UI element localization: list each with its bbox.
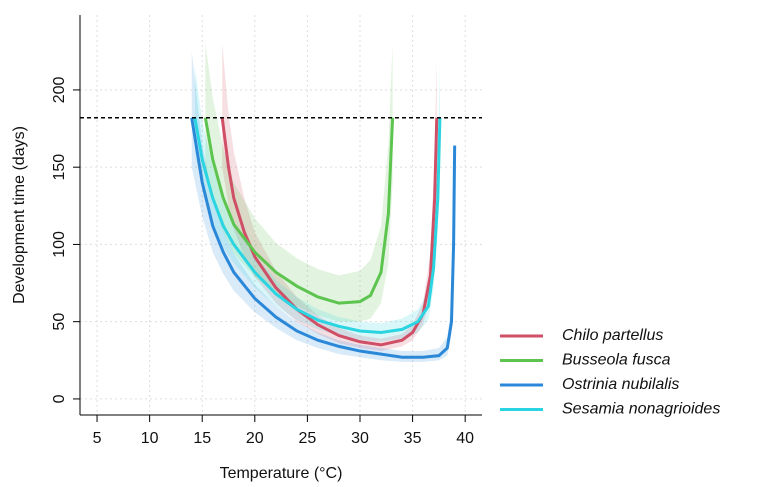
- y-tick-label: 150: [51, 154, 68, 181]
- x-axis-label: Temperature (°C): [220, 465, 343, 482]
- x-tick-label: 30: [351, 430, 369, 447]
- y-axis-label: Development time (days): [11, 126, 28, 304]
- y-tick-label: 200: [51, 76, 68, 103]
- x-tick-label: 15: [193, 430, 211, 447]
- line: [220, 117, 439, 347]
- legend-label: Sesamia nonagrioides: [562, 401, 720, 418]
- line: [190, 117, 457, 359]
- x-tick-label: 25: [299, 430, 317, 447]
- line: [193, 117, 442, 335]
- x-tick-label: 35: [404, 430, 422, 447]
- x-tick-label: 5: [93, 430, 102, 447]
- y-tick-label: 100: [51, 231, 68, 258]
- x-tick-label: 20: [246, 430, 264, 447]
- y-tick-label: 0: [51, 394, 68, 403]
- confidence-band: [222, 43, 437, 352]
- x-tick-label: 40: [456, 430, 474, 447]
- legend-label: Busseola fusca: [562, 352, 671, 369]
- x-tick-label: 10: [141, 430, 159, 447]
- y-tick-label: 50: [51, 313, 68, 331]
- legend-label: Ostrinia nubilalis: [562, 376, 679, 393]
- line: [203, 117, 395, 305]
- legend-label: Chilo partellus: [562, 327, 663, 344]
